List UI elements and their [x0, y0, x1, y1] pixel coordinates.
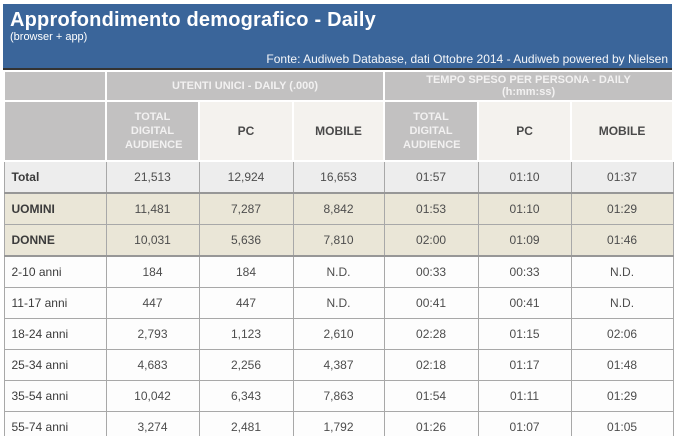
report-header: Approfondimento demografico - Daily (bro… — [3, 4, 672, 70]
data-cell: 4,683 — [105, 349, 200, 381]
data-cell: 01:11 — [477, 380, 572, 412]
data-cell: 00:33 — [477, 255, 572, 288]
row-label: 25-34 anni — [3, 349, 107, 381]
data-cell: 02:06 — [570, 318, 674, 350]
data-cell: 01:54 — [383, 380, 479, 412]
column-header-pc: PC — [477, 100, 573, 162]
group-header-label: TEMPO SPESO PER PERSONA - DAILY — [426, 74, 631, 86]
data-cell: N.D. — [570, 287, 674, 319]
data-cell: 00:41 — [383, 287, 479, 319]
table-row: UOMINI 11,481 7,287 8,842 01:53 01:10 01:29 — [3, 192, 674, 225]
group-header-label: UTENTI UNICI - DAILY (.000) — [171, 80, 319, 92]
data-cell: 01:09 — [477, 224, 572, 257]
table-row: 11-17 anni 447 447 N.D. 00:41 00:41 N.D. — [3, 287, 674, 319]
data-cell: 2,793 — [105, 318, 200, 350]
table-row: 25-34 anni 4,683 2,256 4,387 02:18 01:17 01:48 — [3, 349, 674, 381]
data-cell: 01:07 — [477, 411, 572, 436]
source-note: Fonte: Audiweb Database, dati Ottobre 20… — [266, 52, 668, 66]
table-row: DONNE 10,031 5,636 7,810 02:00 01:09 01:46 — [3, 224, 674, 257]
data-cell: 12,924 — [198, 160, 294, 194]
data-cell: 01:10 — [477, 160, 572, 194]
group-header-row: UTENTI UNICI - DAILY (.000) TEMPO SPESO … — [3, 70, 674, 102]
data-cell: 01:29 — [570, 380, 674, 412]
data-cell: 7,287 — [198, 192, 294, 225]
data-cell: 5,636 — [198, 224, 294, 257]
row-label: UOMINI — [3, 192, 107, 225]
data-cell: 10,031 — [105, 224, 200, 257]
data-cell: 4,387 — [292, 349, 385, 381]
column-header-mobile: MOBILE — [291, 100, 386, 162]
demographics-table: UTENTI UNICI - DAILY (.000) TEMPO SPESO … — [3, 70, 674, 436]
data-cell: 184 — [198, 255, 294, 288]
row-label: 11-17 anni — [3, 287, 107, 319]
data-cell: 01:46 — [570, 224, 674, 257]
data-cell: 16,653 — [292, 160, 385, 194]
data-cell: 2,481 — [198, 411, 294, 436]
data-cell: 01:15 — [477, 318, 572, 350]
data-cell: 447 — [105, 287, 200, 319]
data-cell: 21,513 — [105, 160, 200, 194]
row-label: 55-74 anni — [3, 411, 107, 436]
data-cell: 184 — [105, 255, 200, 288]
data-cell: 02:28 — [383, 318, 479, 350]
data-cell: 01:29 — [570, 192, 674, 225]
data-cell: 6,343 — [198, 380, 294, 412]
column-header-pc: PC — [198, 100, 294, 162]
data-cell: N.D. — [292, 255, 385, 288]
table-row: 35-54 anni 10,042 6,343 7,863 01:54 01:11 01:2… — [3, 380, 674, 412]
page-title: Approfondimento demografico - Daily — [10, 9, 376, 31]
data-cell: 01:10 — [477, 192, 572, 225]
row-label: 18-24 anni — [3, 318, 107, 350]
data-cell: 7,863 — [292, 380, 385, 412]
table-body: Total 21,513 12,924 16,653 01:57 01:10 01:37 UO… — [3, 160, 674, 436]
data-cell: 01:26 — [383, 411, 479, 436]
row-label: 2-10 anni — [3, 255, 107, 288]
row-label: 35-54 anni — [3, 380, 107, 412]
data-cell: 2,256 — [198, 349, 294, 381]
data-cell: 01:48 — [570, 349, 674, 381]
data-cell: 1,123 — [198, 318, 294, 350]
group-header-tempo-speso: TEMPO SPESO PER PERSONA - DAILY (h:mm:ss… — [383, 70, 674, 102]
row-label: Total — [3, 160, 107, 194]
group-header-unit: (h:mm:ss) — [501, 86, 556, 98]
data-cell: 01:57 — [383, 160, 479, 194]
corner-cell-top — [3, 70, 107, 102]
data-cell: 01:05 — [570, 411, 674, 436]
data-cell: 11,481 — [105, 192, 200, 225]
data-cell: 7,810 — [292, 224, 385, 257]
column-header-row: TOTAL DIGITAL AUDIENCE PC MOBILE TOTAL DIGI… — [3, 100, 674, 162]
column-header-total-digital-audience: TOTAL DIGITAL AUDIENCE — [383, 100, 480, 162]
column-header-mobile: MOBILE — [570, 100, 674, 162]
data-cell: 02:00 — [383, 224, 479, 257]
data-cell: 02:18 — [383, 349, 479, 381]
table-row: 18-24 anni 2,793 1,123 2,610 02:28 01:15 02:06 — [3, 318, 674, 350]
data-cell: 8,842 — [292, 192, 385, 225]
corner-cell-bottom — [3, 100, 107, 162]
row-label: DONNE — [3, 224, 107, 257]
data-cell: 00:33 — [383, 255, 479, 288]
page-subtitle: (browser + app) — [10, 31, 88, 43]
data-cell: 2,610 — [292, 318, 385, 350]
data-cell: 10,042 — [105, 380, 200, 412]
table-row: 2-10 anni 184 184 N.D. 00:33 00:33 N.D. — [3, 255, 674, 288]
data-cell: 447 — [198, 287, 294, 319]
table-row: Total 21,513 12,924 16,653 01:57 01:10 01:37 — [3, 160, 674, 194]
column-header-total-digital-audience: TOTAL DIGITAL AUDIENCE — [105, 100, 200, 162]
data-cell: 01:17 — [477, 349, 572, 381]
data-cell: 01:53 — [383, 192, 479, 225]
data-cell: 1,792 — [292, 411, 385, 436]
group-header-utenti-unici: UTENTI UNICI - DAILY (.000) — [104, 70, 386, 102]
data-cell: 01:37 — [570, 160, 674, 194]
data-cell: N.D. — [292, 287, 385, 319]
data-cell: 00:41 — [477, 287, 572, 319]
data-cell: 3,274 — [105, 411, 200, 436]
data-cell: N.D. — [570, 255, 674, 288]
table-row: 55-74 anni 3,274 2,481 1,792 01:26 01:07 01:05 — [3, 411, 674, 436]
